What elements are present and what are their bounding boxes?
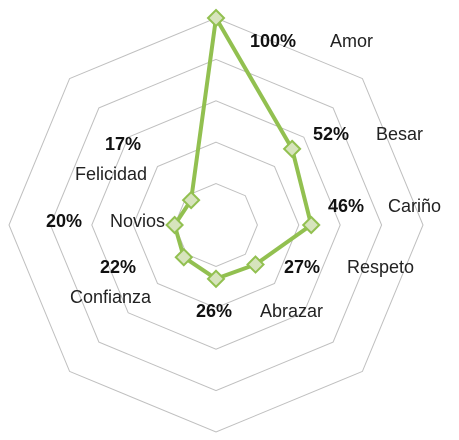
value-label: 52% bbox=[313, 124, 349, 144]
category-label: Besar bbox=[376, 124, 423, 144]
data-marker bbox=[174, 247, 194, 267]
grid-ring bbox=[49, 58, 383, 392]
value-label: 46% bbox=[328, 196, 364, 216]
grid-ring bbox=[8, 17, 424, 433]
data-marker bbox=[301, 215, 321, 235]
data-marker bbox=[206, 269, 226, 289]
grid-ring bbox=[174, 183, 258, 267]
grid-ring bbox=[91, 100, 341, 350]
category-label: Abrazar bbox=[260, 301, 323, 321]
value-label: 27% bbox=[284, 257, 320, 277]
value-label: 22% bbox=[100, 257, 136, 277]
category-label: Respeto bbox=[347, 257, 414, 277]
category-label: Cariño bbox=[388, 196, 441, 216]
category-label: Felicidad bbox=[75, 164, 147, 184]
data-marker bbox=[282, 139, 302, 159]
value-label: 100% bbox=[250, 31, 296, 51]
value-label: 26% bbox=[196, 301, 232, 321]
value-label: 17% bbox=[105, 134, 141, 154]
data-marker bbox=[246, 255, 265, 274]
value-label: 20% bbox=[46, 211, 82, 231]
data-marker bbox=[181, 190, 201, 210]
category-label: Confianza bbox=[70, 287, 152, 307]
data-marker bbox=[206, 8, 226, 28]
data-marker bbox=[165, 215, 185, 235]
grid-ring bbox=[132, 141, 300, 309]
category-label: Novios bbox=[110, 211, 165, 231]
category-label: Amor bbox=[330, 31, 373, 51]
